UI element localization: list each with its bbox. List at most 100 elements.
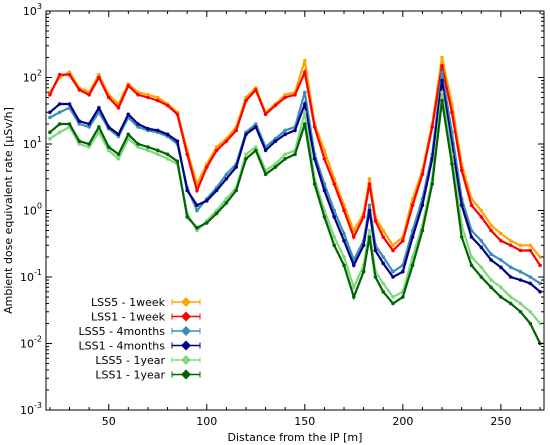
series-line [49,92,541,325]
data-point [479,245,484,250]
x-tick-label: 200 [392,415,413,428]
legend-label: LSS1 - 4months [79,340,166,353]
data-point [156,152,160,157]
data-point [67,70,72,74]
data-point [450,162,454,166]
data-point [391,269,395,274]
data-point [440,55,444,60]
data-point [146,95,150,100]
data-point [185,188,189,193]
data-point [528,321,533,326]
data-point [499,295,503,299]
data-point [528,275,533,279]
data-point [205,165,209,169]
data-point [146,148,150,153]
data-point [410,263,415,268]
data-point [283,152,288,157]
data-point [48,93,52,97]
data-point [205,199,209,203]
legend-item: LSS1 - 4months [79,340,201,353]
data-point [175,112,180,117]
data-point [57,72,62,77]
data-point [77,88,82,92]
data-point [489,252,493,256]
legend-item: LSS1 - 1year [95,369,201,382]
data-point [373,219,378,223]
data-point [165,103,170,108]
data-point [97,130,101,135]
y-axis-label: Ambient dose equivalent rate [µSv/h] [2,107,15,314]
data-point [342,263,346,268]
data-point [283,93,288,97]
data-point [244,132,248,137]
data-point [87,93,91,97]
legend-marker [181,355,191,365]
plot-area [48,55,542,346]
data-point [97,106,101,110]
series-1 [48,64,542,268]
x-tick-label: 100 [196,415,217,428]
data-point [342,208,346,213]
data-point [499,231,503,236]
x-tick-label: 50 [102,415,116,428]
data-point [469,235,474,239]
data-point [77,119,82,123]
data-point [381,261,386,266]
data-point [48,136,52,141]
data-point [352,295,356,299]
data-point [303,122,307,126]
data-point [244,157,248,161]
data-point [224,177,229,181]
data-point [528,281,533,286]
data-point [499,265,503,270]
data-point [214,211,219,216]
legend-item: LSS5 - 1week [91,296,201,309]
data-point [195,203,199,207]
data-point [381,255,386,259]
series-line [48,57,541,258]
data-point [391,295,395,299]
data-point [459,235,464,239]
data-point [352,263,356,268]
data-point [106,148,111,153]
data-point [156,128,160,133]
data-point [332,215,337,219]
data-point [410,235,415,239]
data-point [332,235,337,239]
data-point [489,278,493,282]
data-point [48,130,52,135]
data-point [410,203,415,207]
data-point [293,93,297,97]
data-point [165,157,170,161]
data-point [77,139,82,143]
data-point [126,84,131,88]
data-point [77,142,82,146]
data-point [146,126,150,131]
data-point [499,239,503,243]
data-point [106,125,111,129]
data-point [57,130,62,135]
data-point [508,239,513,243]
data-point [254,122,258,126]
data-point [489,285,493,290]
legend-label: LSS1 - 1year [95,369,165,382]
series-4 [48,90,542,326]
data-point [538,281,542,286]
series-line [49,80,541,293]
data-point [254,125,258,129]
series-5 [48,98,542,346]
data-point [106,145,111,149]
x-tick-label: 250 [490,415,511,428]
data-point [195,208,199,213]
data-point [254,148,258,153]
data-point [352,235,356,239]
data-point [401,239,405,243]
data-point [538,321,542,326]
data-point [430,182,435,186]
data-point [440,64,444,68]
data-point [508,265,513,270]
data-point [67,72,72,77]
data-point [342,255,346,259]
data-point [440,90,444,95]
data-point [77,122,82,126]
